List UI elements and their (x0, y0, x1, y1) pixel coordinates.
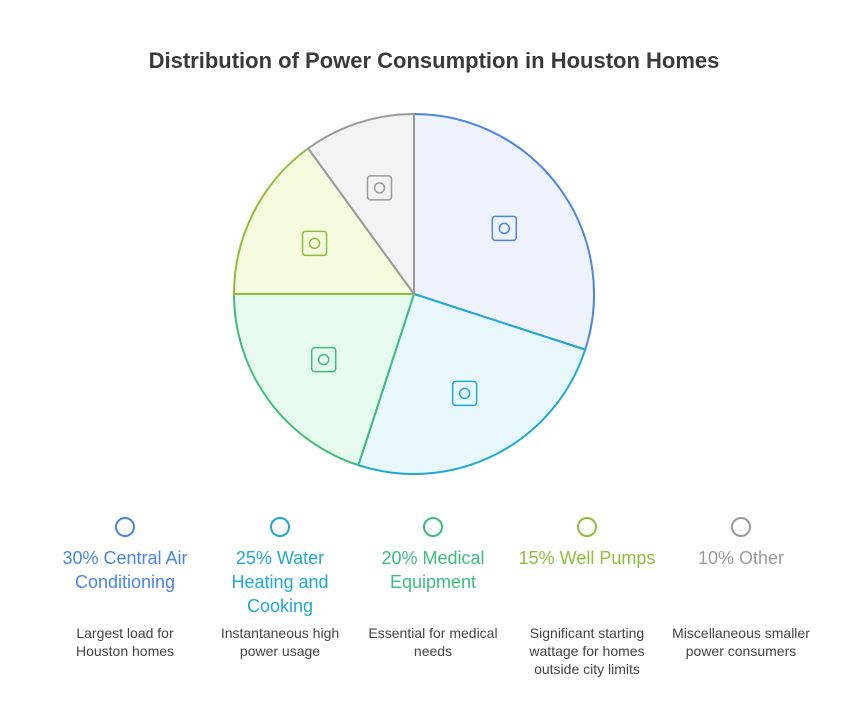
legend-description: Instantaneous high power usage (220, 625, 340, 659)
pie-slice (357, 293, 587, 475)
slice-icon (366, 175, 393, 201)
legend-label: 15% Well Pumps (518, 548, 656, 568)
legend-description: Largest load for Houston homes (75, 625, 175, 659)
slice-icon (373, 182, 386, 194)
pie-slice (233, 147, 415, 295)
pie-slice (413, 113, 595, 351)
slice-icon (310, 346, 337, 373)
pie-slice (233, 293, 415, 467)
legend-description: Essential for medical needs (368, 625, 498, 659)
legend-marker (731, 517, 751, 537)
legend-marker (423, 517, 443, 537)
slice-icon (491, 215, 518, 242)
legend-label: 25% Water Heating and Cooking (231, 548, 329, 616)
legend-marker (577, 517, 597, 537)
legend-label: 10% Other (697, 548, 785, 568)
slice-icon (498, 222, 511, 235)
legend-description: Significant starting wattage for homes o… (529, 625, 645, 677)
slice-icon (301, 230, 328, 257)
slice-icon (317, 353, 330, 366)
pie-slice (307, 113, 415, 295)
slice-icon (451, 380, 478, 407)
slice-icon (308, 237, 321, 250)
legend-marker (115, 517, 135, 537)
legend-label: 30% Central Air Conditioning (62, 548, 188, 592)
legend-label: 20% Medical Equipment (381, 548, 485, 592)
slice-icon (458, 387, 471, 400)
legend-description: Miscellaneous smaller power consumers (672, 625, 810, 659)
legend-marker (270, 517, 290, 537)
chart-title: Distribution of Power Consumption in Hou… (148, 48, 720, 73)
